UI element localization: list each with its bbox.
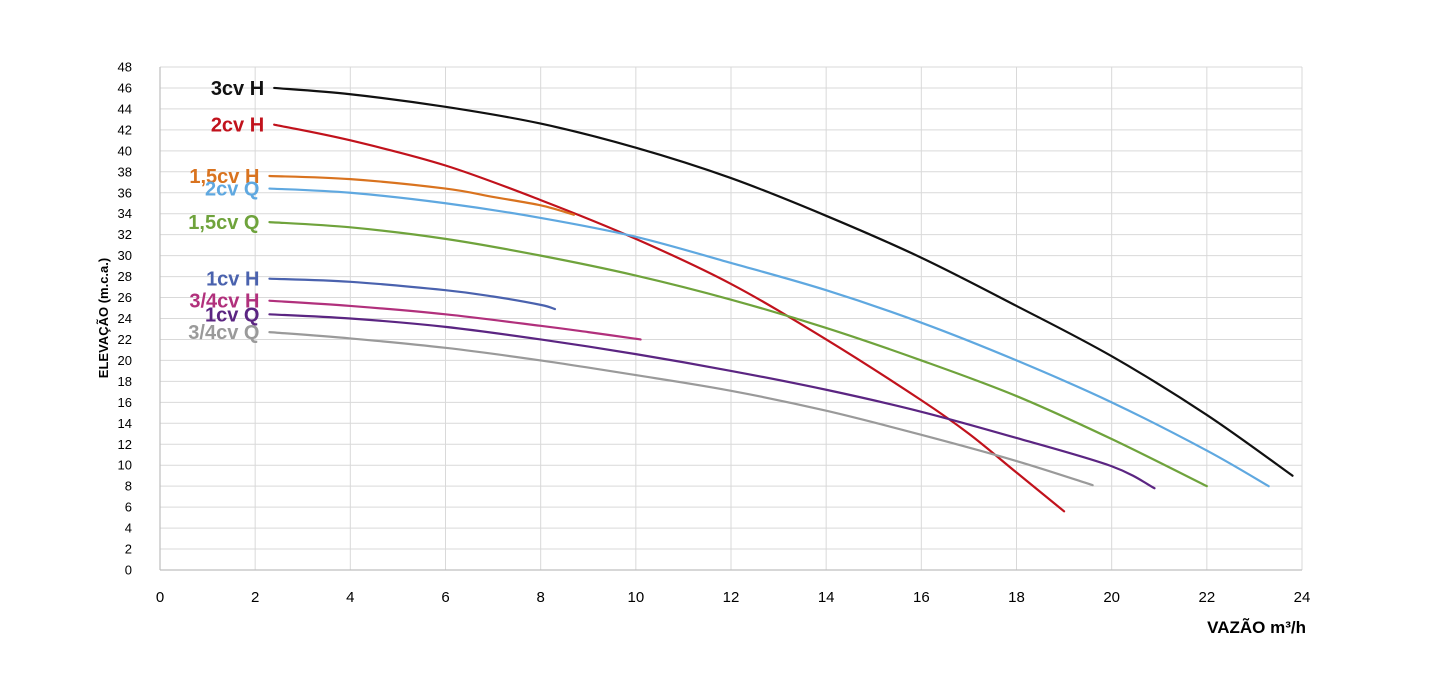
y-tick-label: 40: [118, 143, 132, 158]
y-tick-label: 46: [118, 80, 132, 95]
y-tick-label: 30: [118, 248, 132, 263]
series-label-3-4cv-q: 3/4cv Q: [188, 322, 259, 344]
y-tick-label: 38: [118, 164, 132, 179]
y-tick-label: 20: [118, 353, 132, 368]
y-tick-label: 8: [125, 479, 132, 494]
series-layer: [268, 86, 1294, 513]
y-tick-label: 12: [118, 437, 132, 452]
x-tick-label: 14: [818, 589, 835, 606]
series-line-1-5cv-q: [268, 220, 1208, 488]
y-tick-label: 14: [118, 416, 132, 431]
y-tick-label: 26: [118, 290, 132, 305]
x-tick-label: 0: [156, 589, 164, 606]
y-tick-label: 4: [125, 521, 132, 536]
y-tick-label: 42: [118, 122, 132, 137]
series-line-1cv-q: [268, 313, 1156, 490]
series-line-1-5cv-h: [268, 174, 576, 216]
series-label-2cv-q: 2cv Q: [205, 179, 259, 201]
series-label-3-4cv-h: 3/4cv H: [189, 291, 259, 313]
x-tick-label: 4: [346, 589, 354, 606]
y-axis-title: ELEVAÇÃO (m.c.a.): [96, 258, 111, 378]
x-tick-label: 24: [1294, 589, 1311, 606]
y-tick-label: 48: [118, 60, 132, 75]
y-tick-label: 6: [125, 500, 132, 515]
y-tick-label: 34: [118, 206, 132, 221]
series-label-1-5cv-q: 1,5cv Q: [188, 212, 259, 234]
series-label-1cv-q: 1cv Q: [205, 304, 259, 326]
x-tick-label: 2: [251, 589, 259, 606]
tick-layer: 0246810121416182022242628303234363840424…: [118, 60, 1311, 607]
x-tick-label: 16: [913, 589, 930, 606]
series-label-3cv-h: 3cv H: [211, 78, 264, 100]
y-tick-label: 10: [118, 458, 132, 473]
series-line-2cv-q: [268, 187, 1270, 488]
y-tick-label: 24: [118, 311, 132, 326]
x-tick-label: 20: [1103, 589, 1120, 606]
y-tick-label: 0: [125, 563, 132, 578]
series-label-1cv-h: 1cv H: [206, 269, 259, 291]
x-axis-title: VAZÃO m³/h: [1207, 617, 1306, 637]
x-tick-label: 10: [627, 589, 644, 606]
series-label-1-5cv-h: 1,5cv H: [189, 166, 259, 188]
grid-layer: [159, 66, 1303, 571]
y-tick-label: 44: [118, 101, 132, 116]
x-tick-label: 8: [536, 589, 544, 606]
x-tick-label: 12: [723, 589, 740, 606]
series-label-2cv-h: 2cv H: [211, 115, 264, 137]
y-tick-label: 28: [118, 269, 132, 284]
series-line-1cv-h: [268, 277, 557, 311]
y-tick-label: 2: [125, 542, 132, 557]
y-tick-label: 22: [118, 332, 132, 347]
y-tick-label: 36: [118, 185, 132, 200]
x-tick-label: 18: [1008, 589, 1025, 606]
y-tick-label: 32: [118, 227, 132, 242]
x-tick-label: 22: [1198, 589, 1215, 606]
series-line-3-4cv-q: [268, 331, 1094, 487]
x-tick-label: 6: [441, 589, 449, 606]
series-line-2cv-h: [273, 123, 1066, 513]
series-line-3-4cv-h: [268, 299, 642, 341]
series-line-3cv-h: [273, 86, 1294, 477]
y-tick-label: 16: [118, 395, 132, 410]
y-tick-label: 18: [118, 374, 132, 389]
